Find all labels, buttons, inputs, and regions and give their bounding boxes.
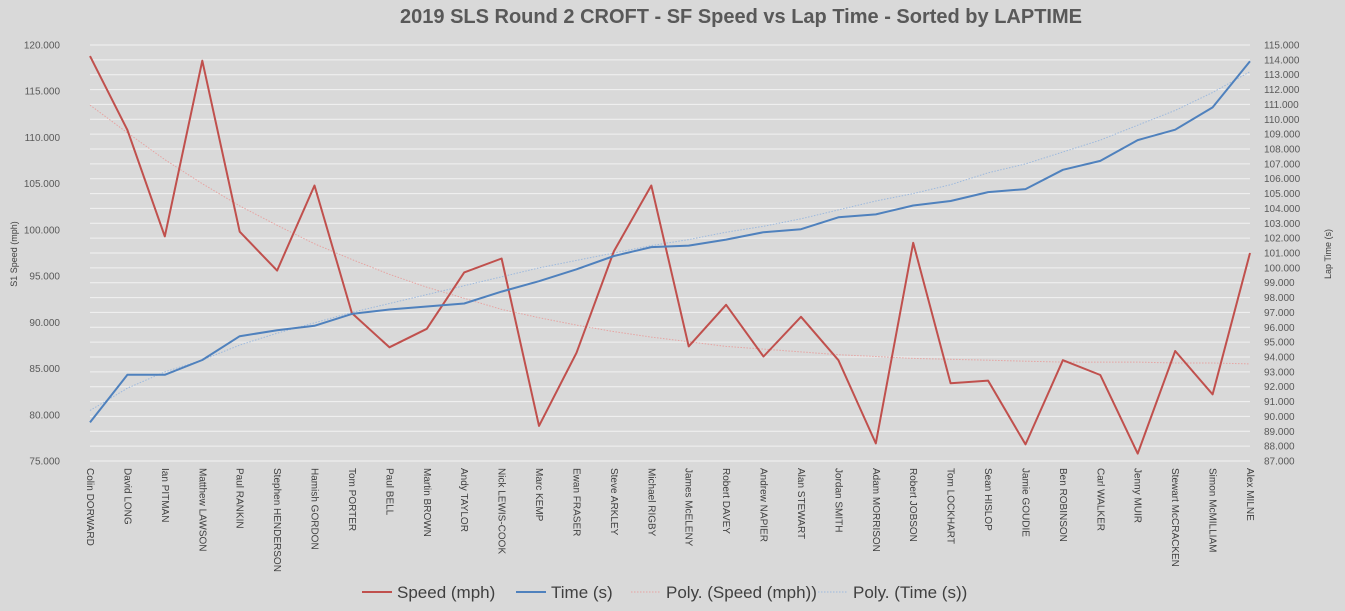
left-tick-label: 80.000 <box>29 410 60 421</box>
x-tick-label: Robert DAVEY <box>720 468 731 534</box>
right-axis-title: Lap Time (s) <box>1323 229 1333 279</box>
x-axis: Colin DORWARD David LONG Ian PITMAN Matthew… <box>84 468 1255 572</box>
series-line-2 <box>89 104 1251 365</box>
x-tick-label: Ian PITMAN <box>159 468 170 522</box>
left-axis: 75.000 80.000 85.000 90.000 95.000 100.000 105… <box>24 41 61 468</box>
right-tick-label: 97.000 <box>1264 308 1295 319</box>
series-line-0 <box>89 55 1251 455</box>
plot-area <box>89 55 1251 455</box>
x-tick-label: Marc KEMP <box>533 468 544 522</box>
right-tick-label: 115.000 <box>1264 41 1300 52</box>
right-tick-label: 98.000 <box>1264 293 1295 304</box>
chart-title: 2019 SLS Round 2 CROFT - SF Speed vs Lap… <box>400 6 1082 28</box>
legend-label: Poly. (Speed (mph)) <box>666 583 817 602</box>
right-tick-label: 104.000 <box>1264 204 1301 215</box>
right-tick-label: 99.000 <box>1264 278 1295 289</box>
right-tick-label: 88.000 <box>1264 442 1295 453</box>
series-line-1 <box>89 60 1251 424</box>
left-axis-title: S1 Speed (mph) <box>9 221 19 287</box>
right-tick-label: 100.000 <box>1264 263 1301 274</box>
x-tick-label: James McELENY <box>683 468 694 547</box>
right-tick-label: 94.000 <box>1264 353 1295 364</box>
x-tick-label: Nick LEWIS-COOK <box>496 468 507 554</box>
legend: Speed (mph) Time (s) Poly. (Speed (mph)) Po… <box>362 583 967 602</box>
left-tick-label: 90.000 <box>29 318 60 329</box>
right-tick-label: 87.000 <box>1264 457 1295 468</box>
x-tick-label: Ewan FRASER <box>570 468 581 536</box>
x-tick-label: Ben ROBINSON <box>1057 468 1068 542</box>
x-tick-label: Jamie GOUDIE <box>1019 468 1030 537</box>
left-tick-label: 100.000 <box>24 225 61 236</box>
x-tick-label: Jenny MUIR <box>1132 468 1143 523</box>
x-tick-label: Colin DORWARD <box>84 468 95 546</box>
right-tick-label: 110.000 <box>1264 115 1300 126</box>
x-tick-label: Stephen HENDERSON <box>271 468 282 572</box>
x-tick-label: Andrew NAPIER <box>758 468 769 542</box>
x-tick-label: Robert JOBSON <box>907 468 918 542</box>
right-tick-label: 102.000 <box>1264 234 1301 245</box>
right-tick-label: 109.000 <box>1264 130 1301 141</box>
left-tick-label: 95.000 <box>29 272 60 283</box>
x-tick-label: Stewart McCRACKEN <box>1169 468 1180 567</box>
right-tick-label: 93.000 <box>1264 367 1295 378</box>
x-tick-label: Alan STEWART <box>795 468 806 539</box>
x-tick-label: Paul RANKIN <box>234 468 245 529</box>
left-tick-label: 110.000 <box>25 133 61 144</box>
right-tick-label: 95.000 <box>1264 338 1295 349</box>
grid-lines <box>90 44 1250 462</box>
right-tick-label: 105.000 <box>1264 189 1301 200</box>
right-tick-label: 114.000 <box>1264 55 1300 66</box>
x-tick-label: David LONG <box>121 468 132 525</box>
left-tick-label: 75.000 <box>29 457 60 468</box>
legend-label: Speed (mph) <box>397 583 495 602</box>
series-line-3 <box>89 71 1251 411</box>
right-tick-label: 103.000 <box>1264 219 1301 230</box>
right-tick-label: 113.000 <box>1264 70 1300 81</box>
x-tick-label: Tom LOCKHART <box>945 468 956 544</box>
x-tick-label: Matthew LAWSON <box>196 468 207 552</box>
x-tick-label: Hamish GORDON <box>309 468 320 550</box>
x-tick-label: Simon McMILLIAM <box>1207 468 1218 552</box>
legend-label: Time (s) <box>551 583 613 602</box>
right-tick-label: 96.000 <box>1264 323 1295 334</box>
x-tick-label: Sean HISLOP <box>982 468 993 531</box>
left-tick-label: 105.000 <box>24 179 61 190</box>
right-tick-label: 106.000 <box>1264 174 1301 185</box>
x-tick-label: Adam MORRISON <box>870 468 881 552</box>
left-tick-label: 85.000 <box>29 364 60 375</box>
right-tick-label: 112.000 <box>1264 85 1300 96</box>
right-tick-label: 107.000 <box>1264 159 1301 170</box>
x-tick-label: Andy TAYLOR <box>458 468 469 532</box>
right-tick-label: 92.000 <box>1264 382 1295 393</box>
right-tick-label: 111.000 <box>1264 100 1299 111</box>
right-tick-label: 89.000 <box>1264 427 1295 438</box>
right-tick-label: 90.000 <box>1264 412 1295 423</box>
right-axis: 87.000 88.000 89.000 90.000 91.000 92.000 93.0… <box>1264 41 1301 468</box>
right-tick-label: 108.000 <box>1264 145 1301 156</box>
legend-label: Poly. (Time (s)) <box>853 583 967 602</box>
x-tick-label: Michael RIGBY <box>645 468 656 537</box>
x-tick-label: Tom PORTER <box>346 468 357 531</box>
x-tick-label: Martin BROWN <box>421 468 432 537</box>
left-tick-label: 120.000 <box>24 41 61 52</box>
right-tick-label: 91.000 <box>1264 397 1295 408</box>
x-tick-label: Jordan SMITH <box>832 468 843 532</box>
x-tick-label: Carl WALKER <box>1094 468 1105 531</box>
left-tick-label: 115.000 <box>25 87 61 98</box>
x-tick-label: Alex MILNE <box>1244 468 1255 521</box>
x-tick-label: Paul BELL <box>383 468 394 516</box>
right-tick-label: 101.000 <box>1264 249 1301 260</box>
x-tick-label: Steve ARKLEY <box>608 468 619 536</box>
